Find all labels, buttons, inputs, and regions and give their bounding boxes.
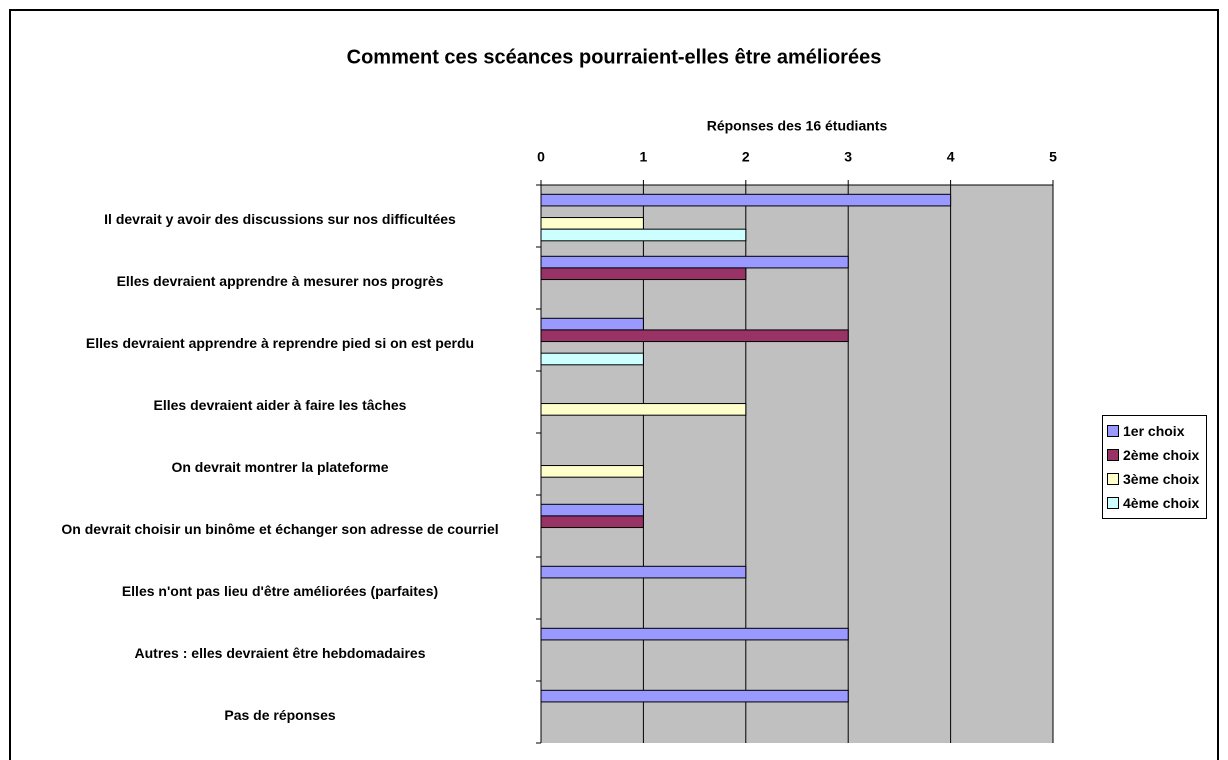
y-tick-label: Il devrait y avoir des discussions sur n… xyxy=(104,211,456,228)
bar xyxy=(540,503,644,517)
bar xyxy=(540,565,747,579)
axis-title: Réponses des 16 étudiants xyxy=(707,118,888,134)
bar xyxy=(540,329,849,343)
bar xyxy=(540,627,849,641)
legend-swatch xyxy=(1107,473,1119,485)
y-tick-label: Elles n'ont pas lieu d'être améliorées (… xyxy=(121,583,439,600)
legend-item: 1er choix xyxy=(1107,419,1206,443)
x-tick-label: 5 xyxy=(1049,149,1057,165)
x-tick-label: 3 xyxy=(844,149,852,165)
bar xyxy=(540,515,644,529)
bar xyxy=(540,352,644,366)
bar xyxy=(540,465,644,478)
bar xyxy=(540,267,747,281)
x-tick-label: 0 xyxy=(537,149,545,165)
legend-item: 4ème choix xyxy=(1107,491,1206,515)
y-tick-label: Elles devraient aider à faire les tâches xyxy=(153,397,407,414)
chart-title: Comment ces scéances pourraient-elles êt… xyxy=(347,46,882,68)
legend-item: 2ème choix xyxy=(1107,443,1206,467)
y-tick-label: On devrait montrer la plateforme xyxy=(171,459,389,476)
bar xyxy=(540,255,849,269)
bar xyxy=(540,317,644,331)
legend-label: 4ème choix xyxy=(1123,495,1200,511)
bar xyxy=(540,217,644,230)
legend: 1er choix 2ème choix 3ème choix 4ème choix xyxy=(1102,415,1207,519)
legend-label: 1er choix xyxy=(1123,423,1185,439)
bar xyxy=(540,193,952,207)
y-tick-label: Autres : elles devraient être hebdomadai… xyxy=(134,645,426,662)
legend-item: 3ème choix xyxy=(1107,467,1206,491)
x-tick-label: 2 xyxy=(742,149,750,165)
x-tick-label: 4 xyxy=(947,149,955,165)
y-tick-label: Elles devraient apprendre à reprendre pi… xyxy=(85,335,475,352)
bar xyxy=(540,228,747,242)
bar xyxy=(540,403,747,416)
legend-swatch xyxy=(1107,449,1119,461)
x-tick-label: 1 xyxy=(640,149,648,165)
legend-label: 2ème choix xyxy=(1123,447,1200,463)
y-tick-label: On devrait choisir un binôme et échanger… xyxy=(61,521,499,538)
legend-label: 3ème choix xyxy=(1123,471,1200,487)
y-tick-label: Pas de réponses xyxy=(224,707,336,724)
legend-swatch xyxy=(1107,497,1119,509)
bar xyxy=(540,689,849,703)
legend-swatch xyxy=(1107,425,1119,437)
y-tick-label: Elles devraient apprendre à mesurer nos … xyxy=(116,273,444,290)
